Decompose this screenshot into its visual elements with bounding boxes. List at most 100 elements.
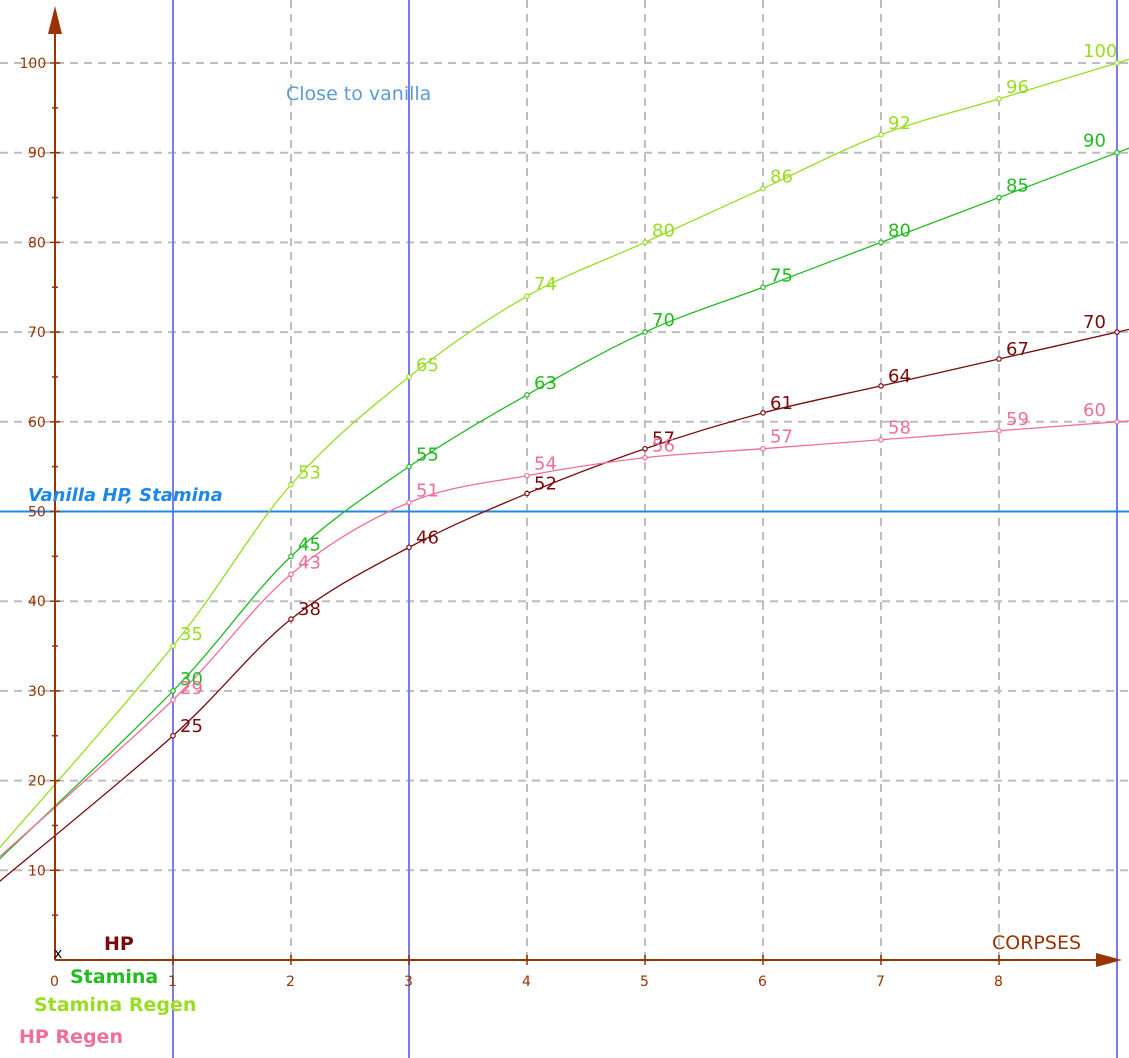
y-tick-label: 30 bbox=[28, 684, 46, 700]
vertical-marker-lines bbox=[172, 0, 1118, 1058]
data-point bbox=[642, 329, 648, 335]
data-point bbox=[878, 131, 884, 138]
data-label: 86 bbox=[770, 167, 793, 188]
data-point bbox=[524, 392, 530, 398]
data-point bbox=[642, 239, 648, 246]
axes bbox=[48, 6, 1122, 967]
legend-stamina-regen: Stamina Regen bbox=[34, 994, 196, 1016]
data-point bbox=[1114, 149, 1120, 156]
data-label: 80 bbox=[888, 220, 911, 241]
y-tick-label: 70 bbox=[28, 325, 46, 341]
data-point bbox=[288, 616, 294, 622]
data-label: 54 bbox=[534, 454, 557, 475]
data-point bbox=[878, 383, 884, 389]
x-tick-label: 4 bbox=[522, 974, 531, 990]
x-axis-title: CORPSES bbox=[992, 932, 1081, 954]
y-tick-label: 40 bbox=[28, 594, 46, 610]
data-point bbox=[170, 732, 176, 739]
origin-marker: x bbox=[54, 946, 62, 962]
data-point bbox=[996, 356, 1002, 362]
data-label: 100 bbox=[1083, 41, 1117, 62]
data-label: 56 bbox=[652, 436, 675, 457]
data-point bbox=[170, 688, 176, 694]
data-label: 55 bbox=[416, 445, 439, 466]
data-label: 60 bbox=[1083, 400, 1106, 421]
legend: HP Stamina Stamina Regen HP Regen bbox=[19, 933, 196, 1048]
data-point bbox=[878, 239, 884, 246]
data-label: 96 bbox=[1006, 77, 1029, 98]
data-label: 51 bbox=[416, 481, 439, 502]
y-tick-label: 90 bbox=[28, 146, 46, 162]
data-label: 92 bbox=[888, 113, 911, 134]
curve-hp bbox=[0, 328, 1129, 882]
legend-stamina: Stamina bbox=[70, 966, 158, 988]
legend-hp: HP bbox=[104, 933, 134, 955]
data-label: 29 bbox=[180, 678, 203, 699]
point-labels: 35 53 65 74 80 86 92 96 100 30 45 55 63 70 75 80 85 90 25 3… bbox=[180, 41, 1117, 737]
data-label: 30 bbox=[180, 669, 203, 690]
data-point bbox=[524, 293, 530, 300]
x-tick-label: 6 bbox=[758, 974, 767, 990]
y-axis-arrow-icon bbox=[48, 6, 62, 34]
annotation-close-to-vanilla: Close to vanilla bbox=[286, 83, 431, 105]
data-label: 46 bbox=[416, 527, 439, 548]
data-point bbox=[406, 463, 412, 470]
data-point bbox=[288, 553, 294, 560]
data-label: 35 bbox=[180, 624, 203, 645]
data-label: 67 bbox=[1006, 339, 1029, 360]
data-label: 61 bbox=[770, 393, 793, 414]
series-curves bbox=[0, 58, 1129, 882]
y-tick-label: 60 bbox=[28, 415, 46, 431]
data-point bbox=[642, 445, 648, 452]
data-label: 64 bbox=[888, 366, 911, 387]
data-point bbox=[760, 284, 766, 291]
data-label: 59 bbox=[1006, 409, 1029, 430]
data-label: 90 bbox=[1083, 131, 1106, 152]
data-label: 53 bbox=[298, 463, 321, 484]
data-label: 65 bbox=[416, 355, 439, 376]
legend-hp-regen: HP Regen bbox=[19, 1026, 123, 1048]
data-point bbox=[878, 436, 884, 443]
x-tick-label: 7 bbox=[876, 974, 885, 990]
series-points bbox=[170, 60, 1120, 739]
x-tick-label: 3 bbox=[404, 974, 413, 990]
x-tick-label: 8 bbox=[994, 974, 1003, 990]
x-tick-label: 5 bbox=[640, 974, 649, 990]
data-label: 57 bbox=[652, 429, 675, 450]
y-tick-label: 20 bbox=[28, 774, 46, 790]
grid-lines bbox=[0, 0, 1129, 960]
y-tick-label: 80 bbox=[28, 235, 46, 251]
data-label: 75 bbox=[770, 265, 793, 286]
reference-line-label: Vanilla HP, Stamina bbox=[28, 485, 223, 506]
data-label: 70 bbox=[652, 310, 675, 331]
data-point bbox=[1114, 329, 1120, 335]
data-label: 63 bbox=[534, 373, 557, 394]
data-label: 70 bbox=[1083, 312, 1106, 333]
data-label: 80 bbox=[652, 220, 675, 241]
data-label: 52 bbox=[534, 474, 557, 495]
data-point bbox=[524, 472, 530, 479]
data-point bbox=[760, 445, 766, 452]
data-point bbox=[170, 697, 176, 703]
x-tick-label: 1 bbox=[168, 974, 177, 990]
data-point bbox=[996, 96, 1002, 102]
data-point bbox=[1114, 418, 1120, 425]
x-tick-label: 2 bbox=[286, 974, 295, 990]
data-point bbox=[406, 499, 412, 506]
x-axis-arrow-icon bbox=[1096, 953, 1122, 967]
data-label: 74 bbox=[534, 274, 557, 295]
data-label: 25 bbox=[180, 716, 203, 737]
data-label: 57 bbox=[770, 427, 793, 448]
data-point bbox=[406, 544, 412, 551]
data-point bbox=[288, 481, 294, 488]
y-tick-label: 100 bbox=[20, 56, 47, 72]
data-label: 45 bbox=[298, 534, 321, 555]
data-label: 38 bbox=[298, 599, 321, 620]
data-point bbox=[760, 410, 766, 416]
data-point bbox=[1114, 60, 1120, 66]
data-point bbox=[288, 571, 294, 578]
data-point bbox=[760, 185, 766, 192]
data-label: 85 bbox=[1006, 176, 1029, 197]
